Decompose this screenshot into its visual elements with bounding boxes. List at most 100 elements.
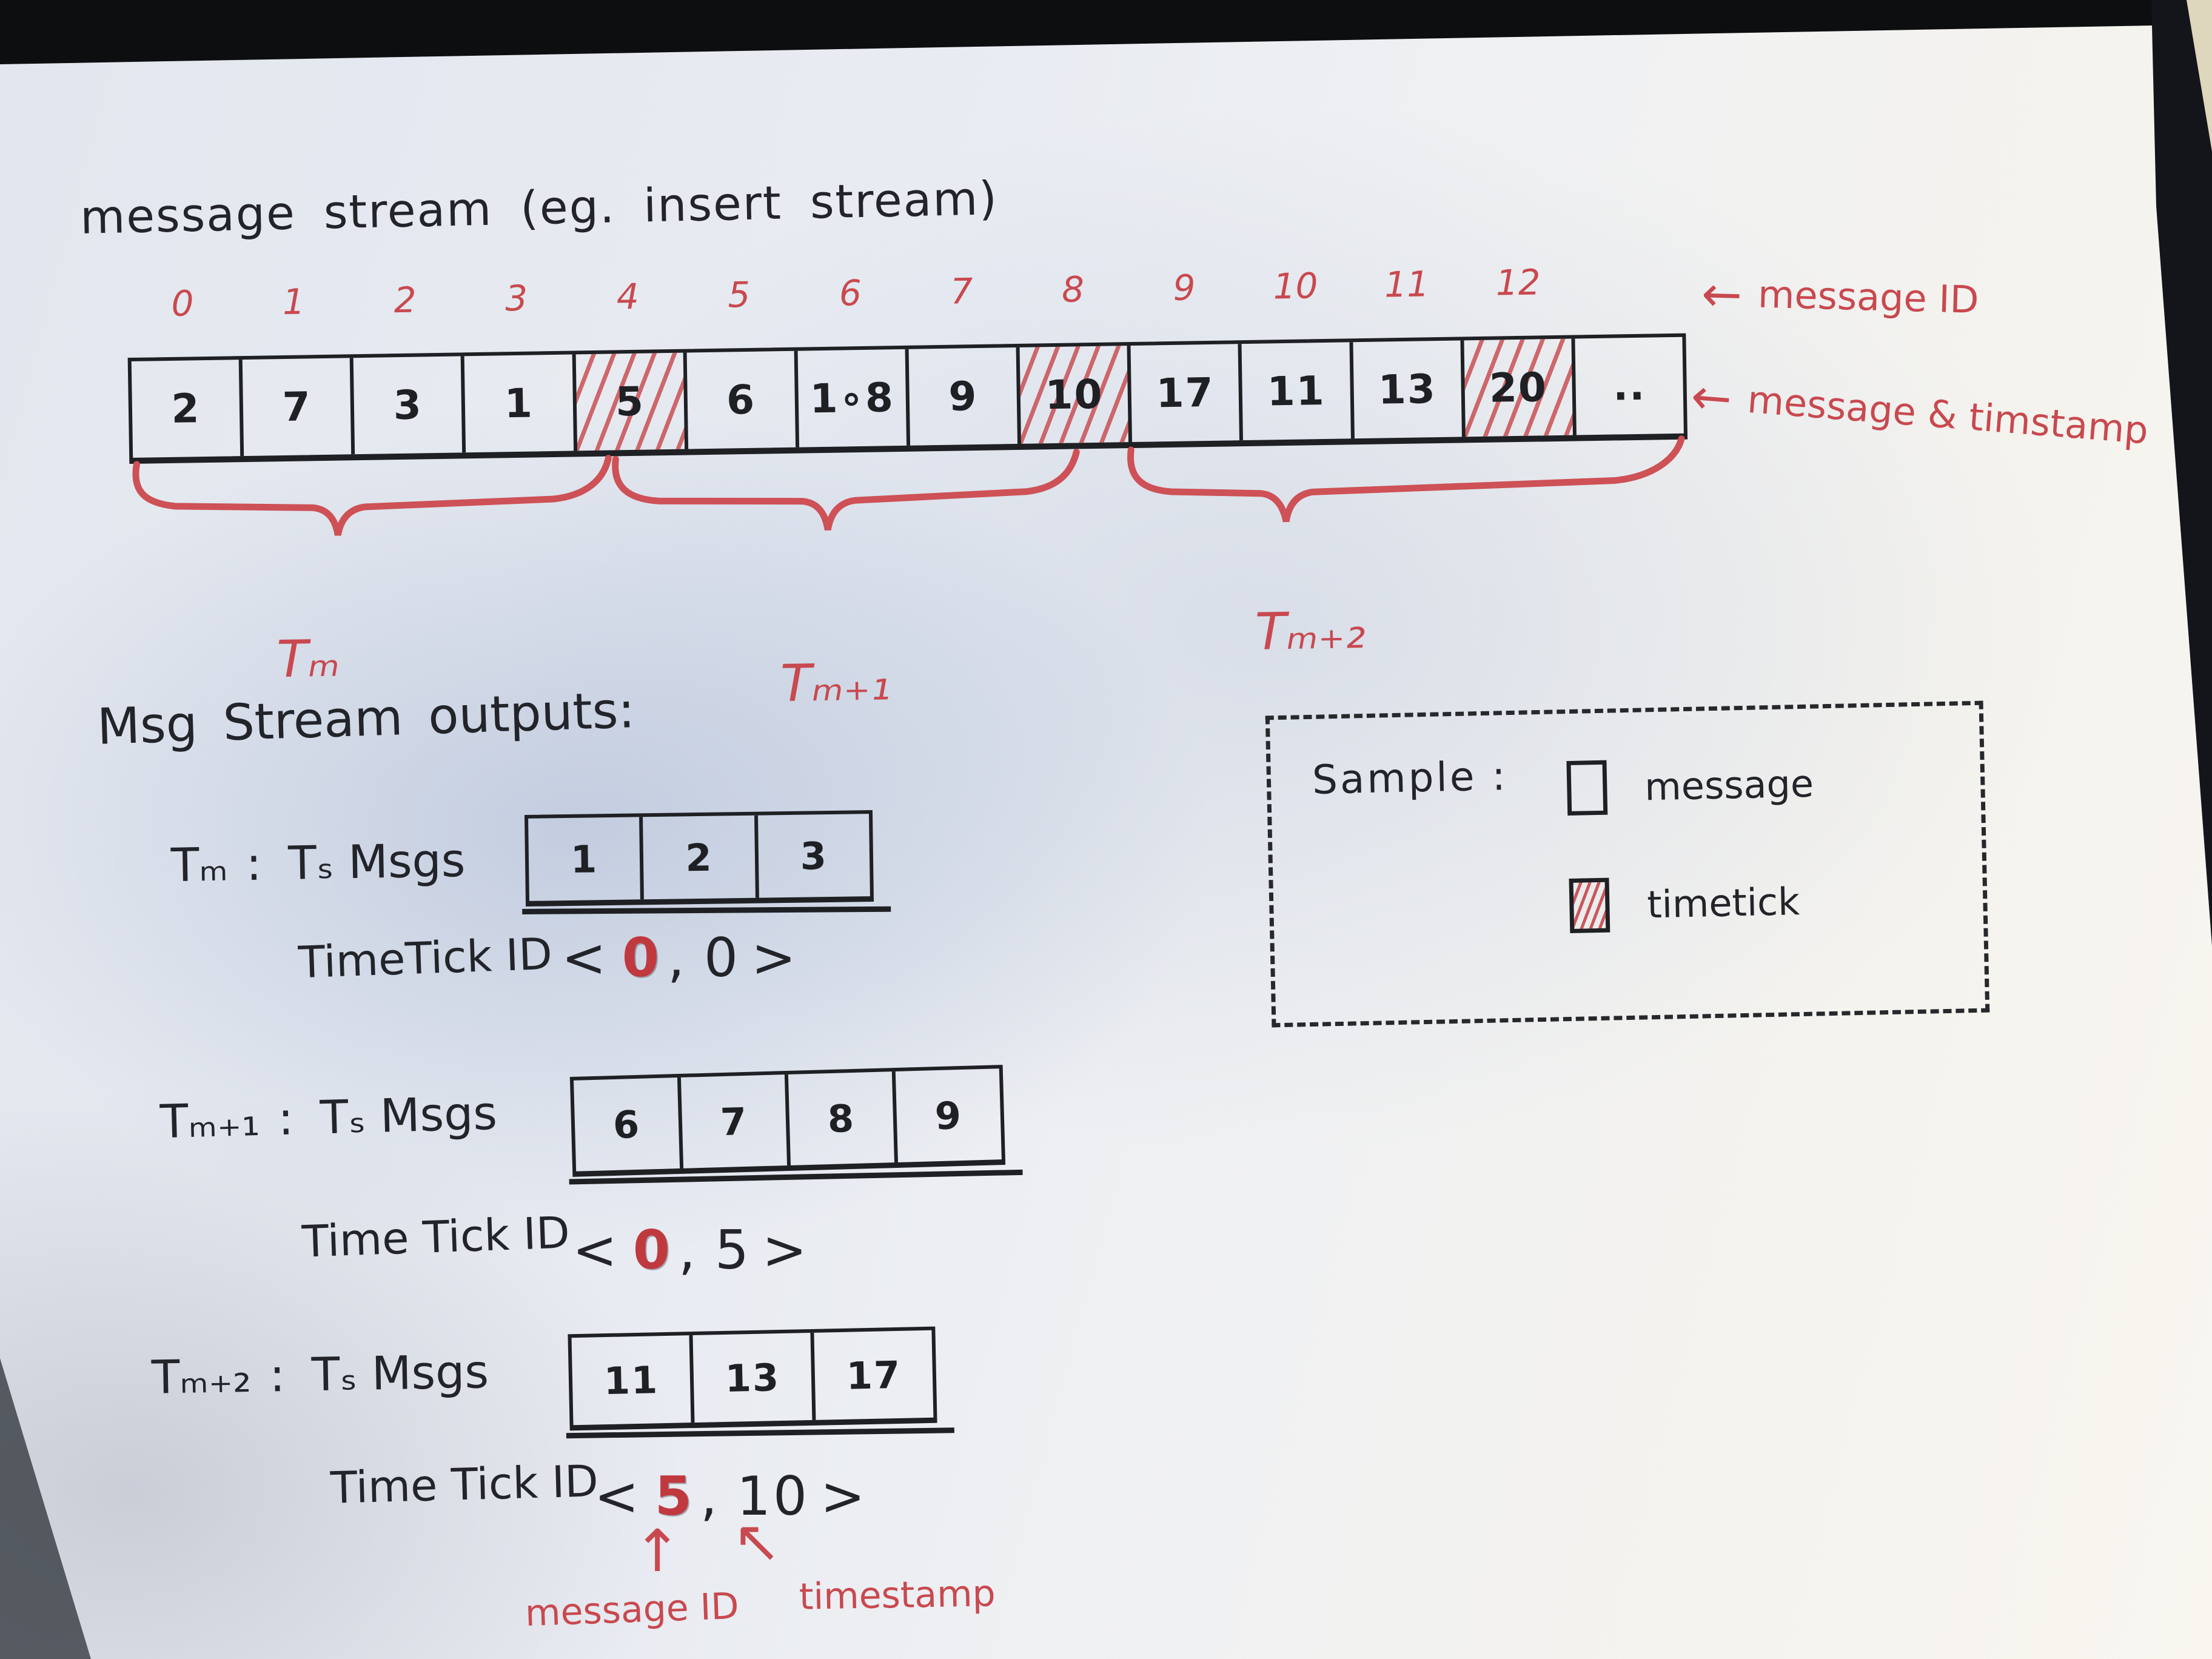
cell-value: 11 (603, 1357, 659, 1403)
index-label: 10 (1273, 265, 1319, 307)
ts-msgs-label: Tₛ Msgs (287, 833, 466, 890)
brace-tm1 (612, 448, 1080, 531)
stream-cell-timetick: 10 (1019, 346, 1133, 444)
cell-value: 6 (726, 376, 756, 424)
angle-open: < (561, 927, 609, 989)
index-label: 0 (171, 283, 194, 324)
comma: , (700, 1465, 720, 1527)
cell-value: 8 (826, 1096, 856, 1141)
tick-timestamp: 0 (703, 927, 740, 989)
angle-open: < (572, 1219, 620, 1281)
annotation-message-id-label: message ID (1757, 272, 1980, 322)
cell-value: 17 (846, 1352, 902, 1398)
left-arrow-icon: ← (1689, 367, 1734, 427)
cell-value: 10 (1044, 370, 1104, 419)
output-msgs-array-tm: 1 2 3 (524, 810, 874, 907)
output-cell: 8 (788, 1071, 898, 1165)
cell-value: .. (1612, 362, 1646, 410)
colon: : (269, 1348, 286, 1403)
comma: , (667, 927, 687, 989)
brace-label-tm2: Tₘ₊₂ (1255, 600, 1366, 662)
cell-value: 2 (170, 385, 201, 432)
stream-cell: 9 (908, 347, 1022, 446)
output-cell: 13 (692, 1332, 816, 1423)
message-box-icon (1566, 760, 1608, 816)
sample-legend-box: Sample : message timetick (1265, 700, 1990, 1028)
cell-value: 3 (800, 833, 828, 879)
index-label: 9 (1173, 267, 1196, 309)
stream-cell-ellipsis: .. (1575, 337, 1684, 435)
timetick-id-label: Time Tick ID (301, 1207, 571, 1267)
timetick-id-pair-tm1: <0, 5 > (572, 1219, 809, 1281)
stream-cell: 3 (353, 356, 466, 455)
colon: : (277, 1091, 295, 1146)
window-name: Tₘ₊₂ (151, 1348, 252, 1404)
stream-cell: 2 (131, 360, 244, 458)
brace-label-tm: Tₘ (276, 628, 340, 689)
cell-value: 11 (1267, 367, 1326, 415)
timetick-id-pair-tm: <0, 0 > (561, 927, 799, 989)
brace-tm (132, 455, 612, 536)
window-name: Tₘ₊₁ (159, 1091, 261, 1149)
cell-value: 13 (1378, 366, 1437, 414)
cell-value: 9 (934, 1093, 963, 1138)
window-braces (132, 435, 1685, 536)
cell-value: 13 (725, 1355, 780, 1401)
up-arrow-icon: ↑ (633, 1517, 682, 1585)
legend-title: Sample : (1312, 752, 1509, 803)
index-label: 3 (504, 277, 528, 320)
ts-msgs-label: Tₛ Msgs (311, 1344, 489, 1402)
output-msgs-array-tm1: 6 7 8 9 (569, 1065, 1006, 1177)
output-cell: 1 (528, 817, 645, 901)
row-label-tm1: Tₘ₊₁: Tₛ Msgs (159, 1086, 498, 1149)
annotation-message-id: ← message ID (1701, 266, 1980, 329)
index-label: 6 (839, 272, 862, 314)
cell-value: 17 (1156, 369, 1215, 417)
index-label: 12 (1495, 261, 1541, 304)
cell-value: 1 (504, 380, 534, 427)
footnote-timestamp-label: timestamp (799, 1572, 996, 1618)
stream-cell: 11 (1241, 342, 1355, 441)
comma: , (678, 1219, 698, 1281)
stream-cell-timetick: 20 (1464, 338, 1577, 437)
index-label: 11 (1384, 263, 1430, 306)
output-cell: 17 (814, 1330, 933, 1420)
legend-item-timetick: timetick (1569, 874, 1800, 934)
legend-item-label: message (1644, 761, 1814, 809)
up-left-arrow-icon: ↖ (732, 1507, 782, 1575)
stream-cell-timetick: 5 (575, 352, 688, 451)
row-label-tm2: Tₘ₊₂: Tₛ Msgs (151, 1344, 489, 1404)
stream-cell: 7 (242, 358, 355, 457)
timetick-id-pair-tm2: <5, 10 > (594, 1465, 868, 1527)
footnote-message-id-label: message ID (524, 1584, 740, 1635)
cell-value: 7 (282, 383, 312, 431)
window-name: Tₘ (170, 837, 229, 893)
timetick-id-label: TimeTick ID (297, 928, 554, 988)
cell-value: 3 (393, 381, 423, 429)
output-cell: 11 (571, 1335, 695, 1426)
angle-close: > (820, 1465, 868, 1527)
stream-cell: 1∘8 (797, 349, 911, 447)
stream-cell: 6 (686, 350, 799, 449)
angle-close: > (762, 1219, 809, 1281)
index-label: 8 (1061, 269, 1085, 310)
index-label: 7 (950, 270, 973, 312)
index-label: 5 (727, 273, 751, 316)
cell-value: 1 (570, 836, 598, 882)
cell-value: 5 (615, 378, 645, 426)
cell-value: 1∘8 (809, 374, 895, 423)
tick-timestamp: 5 (714, 1219, 751, 1281)
brace-tm2 (1127, 435, 1685, 523)
legend-item-label: timetick (1646, 879, 1800, 927)
angle-close: > (751, 927, 799, 989)
tick-message-id: 5 (654, 1465, 694, 1527)
brace-label-tm1: Tₘ₊₁ (780, 652, 891, 714)
stream-cell: 1 (464, 354, 577, 453)
cell-value: 6 (612, 1102, 642, 1147)
cell-value: 7 (719, 1099, 749, 1144)
stream-cell: 13 (1353, 340, 1466, 439)
index-label: 1 (282, 281, 306, 323)
tick-message-id: 0 (632, 1219, 672, 1281)
